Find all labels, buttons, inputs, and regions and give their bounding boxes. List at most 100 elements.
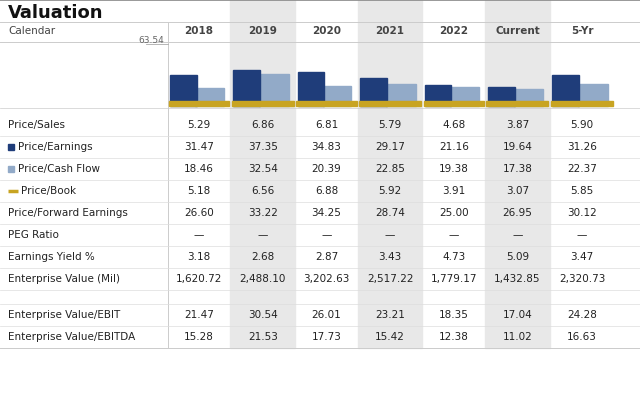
Bar [424,102,484,106]
Bar [513,89,543,106]
Text: —: — [321,230,332,240]
Text: 22.37: 22.37 [567,164,597,174]
Bar [425,85,451,106]
Text: 6.88: 6.88 [315,186,338,196]
Text: 17.73: 17.73 [312,332,341,342]
Text: 3.91: 3.91 [442,186,465,196]
Text: —: — [385,230,396,240]
Text: 2022: 2022 [439,26,468,36]
Text: 37.35: 37.35 [248,142,278,152]
Text: 34.25: 34.25 [312,208,341,218]
Text: 11.02: 11.02 [502,332,532,342]
Text: 18.35: 18.35 [439,310,468,320]
Text: 20.39: 20.39 [312,164,341,174]
Text: 30.54: 30.54 [248,310,278,320]
Text: 32.54: 32.54 [248,164,278,174]
Bar [8,166,14,172]
Text: Enterprise Value/EBIT: Enterprise Value/EBIT [8,310,120,320]
Text: 4.73: 4.73 [442,252,465,262]
Text: 34.83: 34.83 [312,142,341,152]
Bar [359,102,421,106]
Text: 16.63: 16.63 [567,332,597,342]
Text: 28.74: 28.74 [375,208,405,218]
Text: 63.54: 63.54 [138,36,164,45]
Text: Price/Cash Flow: Price/Cash Flow [18,164,100,174]
Text: 5.09: 5.09 [506,252,529,262]
Bar [323,86,351,106]
Text: 3.43: 3.43 [378,252,402,262]
Text: PEG Ratio: PEG Ratio [8,230,59,240]
Text: 5-Yr: 5-Yr [571,26,593,36]
Text: Price/Earnings: Price/Earnings [18,142,93,152]
Bar [386,84,416,106]
Text: 15.42: 15.42 [375,332,405,342]
Text: 15.28: 15.28 [184,332,214,342]
Bar [230,0,295,348]
Bar [578,84,608,106]
Text: Price/Sales: Price/Sales [8,120,65,130]
Text: —: — [257,230,268,240]
Bar [259,74,289,106]
Text: 21.16: 21.16 [439,142,468,152]
Text: 3.18: 3.18 [188,252,211,262]
Text: Calendar: Calendar [8,26,55,36]
Text: 2,320.73: 2,320.73 [559,274,605,284]
Text: Current: Current [495,26,540,36]
Bar [450,87,479,106]
Text: 5.85: 5.85 [570,186,594,196]
Bar [360,78,387,106]
Text: 1,779.17: 1,779.17 [431,274,477,284]
Text: 2020: 2020 [312,26,341,36]
Text: 2,517.22: 2,517.22 [367,274,413,284]
Bar [551,102,613,106]
Text: 2.87: 2.87 [315,252,338,262]
Bar [358,0,422,348]
Text: Valuation: Valuation [8,4,104,22]
Text: 3.87: 3.87 [506,120,529,130]
Text: 2021: 2021 [376,26,404,36]
Text: 6.81: 6.81 [315,120,338,130]
Text: 21.47: 21.47 [184,310,214,320]
Text: 4.68: 4.68 [442,120,465,130]
Text: 3.47: 3.47 [570,252,594,262]
Text: 6.56: 6.56 [251,186,275,196]
Bar [486,102,548,106]
Text: 5.29: 5.29 [188,120,211,130]
Text: 3,202.63: 3,202.63 [303,274,349,284]
Text: Enterprise Value/EBITDA: Enterprise Value/EBITDA [8,332,135,342]
Bar [298,72,324,106]
Text: 2,488.10: 2,488.10 [239,274,286,284]
Text: 5.79: 5.79 [378,120,402,130]
Bar [552,76,579,106]
Text: 30.12: 30.12 [567,208,597,218]
Text: Price/Forward Earnings: Price/Forward Earnings [8,208,128,218]
Text: —: — [194,230,204,240]
Bar [488,87,515,106]
Bar [195,88,224,106]
Text: 6.86: 6.86 [251,120,275,130]
Text: 25.00: 25.00 [439,208,468,218]
Text: 29.17: 29.17 [375,142,405,152]
Text: —: — [449,230,459,240]
Text: 21.53: 21.53 [248,332,278,342]
Bar [485,0,550,348]
Bar [233,70,260,106]
Text: 31.26: 31.26 [567,142,597,152]
Text: 2019: 2019 [248,26,277,36]
Text: 3.07: 3.07 [506,186,529,196]
Text: 5.90: 5.90 [570,120,594,130]
Text: 22.85: 22.85 [375,164,405,174]
Text: Earnings Yield %: Earnings Yield % [8,252,95,262]
Text: 26.95: 26.95 [502,208,532,218]
Bar [8,144,14,150]
Bar [169,102,229,106]
Text: 5.18: 5.18 [188,186,211,196]
Text: 1,432.85: 1,432.85 [494,274,541,284]
Text: 31.47: 31.47 [184,142,214,152]
Text: 24.28: 24.28 [567,310,597,320]
Text: 17.04: 17.04 [502,310,532,320]
Text: 19.38: 19.38 [439,164,468,174]
Text: 2.68: 2.68 [251,252,275,262]
Text: Enterprise Value (Mil): Enterprise Value (Mil) [8,274,120,284]
Text: 18.46: 18.46 [184,164,214,174]
